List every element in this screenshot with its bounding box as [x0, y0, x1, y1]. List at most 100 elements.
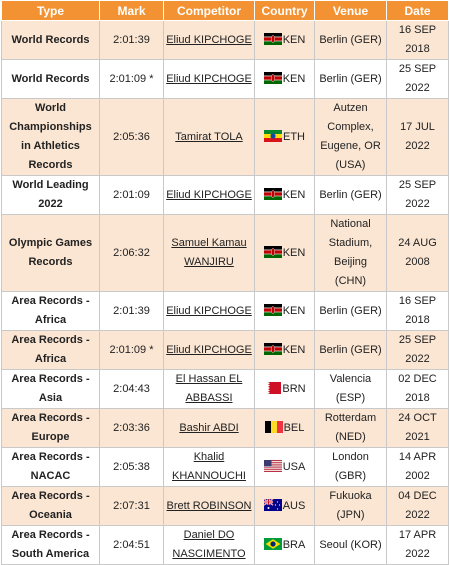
- header-competitor[interactable]: Competitor: [163, 0, 255, 21]
- country-cell: KEN: [254, 291, 315, 331]
- competitor-cell: Daniel DO NASCIMENTO: [163, 525, 255, 565]
- record-type: Area Records - Oceania: [1, 486, 100, 526]
- table-row: World Records 2:01:39 Eliud KIPCHOGE KEN Ber…: [1, 20, 449, 60]
- venue: Fukuoka (JPN): [314, 486, 387, 526]
- date: 17 JUL 2022: [386, 98, 449, 176]
- record-type: Area Records - South America: [1, 525, 100, 565]
- competitor-link[interactable]: Eliud KIPCHOGE: [166, 343, 252, 356]
- competitor-cell: Eliud KIPCHOGE: [163, 175, 255, 215]
- competitor-link[interactable]: El Hassan EL ABBASSI: [175, 373, 243, 404]
- competitor-cell: El Hassan EL ABBASSI: [163, 369, 255, 409]
- date: 24 AUG 2008: [386, 214, 449, 292]
- record-type: World Records: [1, 59, 100, 99]
- table-row: World Leading 2022 2:01:09 Eliud KIPCHOGE K…: [1, 175, 449, 215]
- competitor-link[interactable]: Khalid KHANNOUCHI: [172, 451, 246, 482]
- table-row: Area Records - Africa 2:01:39 Eliud KIPCHO…: [1, 291, 449, 331]
- brazil-flag-icon: [263, 537, 282, 550]
- date: 25 SEP 2022: [386, 59, 449, 99]
- record-type: Area Records - Asia: [1, 369, 100, 409]
- country-code: BEL: [283, 421, 305, 434]
- competitor-link[interactable]: Daniel DO NASCIMENTO: [172, 529, 246, 560]
- country-code: KEN: [282, 33, 306, 46]
- ethiopia-flag-icon: [264, 129, 282, 142]
- country-cell: BEL: [254, 408, 315, 448]
- country-cell: ETH: [254, 98, 315, 176]
- header-country[interactable]: Country: [254, 0, 315, 21]
- usa-flag-icon: [263, 459, 282, 472]
- venue: Berlin (GER): [314, 330, 387, 370]
- header-row: Type Mark Competitor Country Venue Date: [1, 0, 449, 21]
- mark: 2:07:31: [99, 486, 164, 526]
- country-code: USA: [282, 460, 306, 473]
- country-cell: BRN: [254, 369, 315, 409]
- country-code: ETH: [283, 130, 305, 143]
- mark: 2:01:09: [99, 175, 164, 215]
- competitor-cell: Samuel Kamau WANJIRU: [163, 214, 255, 292]
- competitor-link[interactable]: Eliud KIPCHOGE: [166, 33, 252, 46]
- mark: 2:01:39: [99, 291, 164, 331]
- competitor-link[interactable]: Bashir ABDI: [179, 421, 239, 434]
- venue: National Stadium, Beijing (CHN): [314, 214, 387, 292]
- competitor-cell: Eliud KIPCHOGE: [163, 291, 255, 331]
- venue: Rotterdam (NED): [314, 408, 387, 448]
- country-code: KEN: [282, 304, 306, 317]
- venue: London (GBR): [314, 447, 387, 487]
- date: 14 APR 2002: [386, 447, 449, 487]
- date: 24 OCT 2021: [386, 408, 449, 448]
- header-mark[interactable]: Mark: [99, 0, 164, 21]
- country-cell: KEN: [254, 175, 315, 215]
- table-row: Area Records - Asia 2:04:43 El Hassan EL A…: [1, 369, 449, 409]
- country-cell: KEN: [254, 214, 315, 292]
- country-code: BRN: [282, 382, 306, 395]
- kenya-flag-icon: [263, 342, 282, 355]
- country-code: KEN: [282, 246, 306, 259]
- kenya-flag-icon: [263, 71, 282, 84]
- mark: 2:04:43: [99, 369, 164, 409]
- record-type: World Championships in Athletics Records: [1, 98, 100, 176]
- competitor-cell: Eliud KIPCHOGE: [163, 330, 255, 370]
- date: 25 SEP 2022: [386, 330, 449, 370]
- country-code: KEN: [282, 188, 306, 201]
- record-type: Area Records - Africa: [1, 330, 100, 370]
- table-row: Area Records - Europe 2:03:36 Bashir ABDI B…: [1, 408, 449, 448]
- competitor-cell: Brett ROBINSON: [163, 486, 255, 526]
- country-cell: KEN: [254, 330, 315, 370]
- record-type: World Records: [1, 20, 100, 60]
- competitor-cell: Bashir ABDI: [163, 408, 255, 448]
- competitor-link[interactable]: Samuel Kamau WANJIRU: [171, 237, 247, 268]
- mark: 2:01:39: [99, 20, 164, 60]
- date: 16 SEP 2018: [386, 20, 449, 60]
- date: 16 SEP 2018: [386, 291, 449, 331]
- date: 04 DEC 2022: [386, 486, 449, 526]
- kenya-flag-icon: [263, 245, 282, 258]
- mark: 2:03:36: [99, 408, 164, 448]
- venue: Autzen Complex, Eugene, OR (USA): [314, 98, 387, 176]
- table-row: World Records 2:01:09 * Eliud KIPCHOGE KEN B…: [1, 59, 449, 99]
- competitor-link[interactable]: Brett ROBINSON: [166, 499, 252, 512]
- header-venue[interactable]: Venue: [314, 0, 387, 21]
- country-cell: KEN: [254, 59, 315, 99]
- country-cell: AUS: [254, 486, 315, 526]
- competitor-cell: Eliud KIPCHOGE: [163, 59, 255, 99]
- mark: 2:06:32: [99, 214, 164, 292]
- header-type[interactable]: Type: [1, 0, 100, 21]
- competitor-cell: Eliud KIPCHOGE: [163, 20, 255, 60]
- table-row: Area Records - NACAC 2:05:38 Khalid KHANNO…: [1, 447, 449, 487]
- country-code: BRA: [282, 538, 306, 551]
- competitor-link[interactable]: Eliud KIPCHOGE: [166, 72, 252, 85]
- kenya-flag-icon: [263, 32, 282, 45]
- competitor-link[interactable]: Eliud KIPCHOGE: [166, 188, 252, 201]
- country-code: KEN: [282, 72, 306, 85]
- record-type: Area Records - NACAC: [1, 447, 100, 487]
- table-row: Area Records - Oceania 2:07:31 Brett ROBIN…: [1, 486, 449, 526]
- table-row: World Championships in Athletics Records…: [1, 98, 449, 176]
- header-date[interactable]: Date: [386, 0, 449, 21]
- venue: Berlin (GER): [314, 175, 387, 215]
- venue: Berlin (GER): [314, 291, 387, 331]
- mark: 2:01:09 *: [99, 59, 164, 99]
- kenya-flag-icon: [263, 303, 282, 316]
- competitor-link[interactable]: Eliud KIPCHOGE: [166, 304, 252, 317]
- competitor-link[interactable]: Tamirat TOLA: [175, 130, 243, 143]
- record-type: World Leading 2022: [1, 175, 100, 215]
- venue: Valencia (ESP): [314, 369, 387, 409]
